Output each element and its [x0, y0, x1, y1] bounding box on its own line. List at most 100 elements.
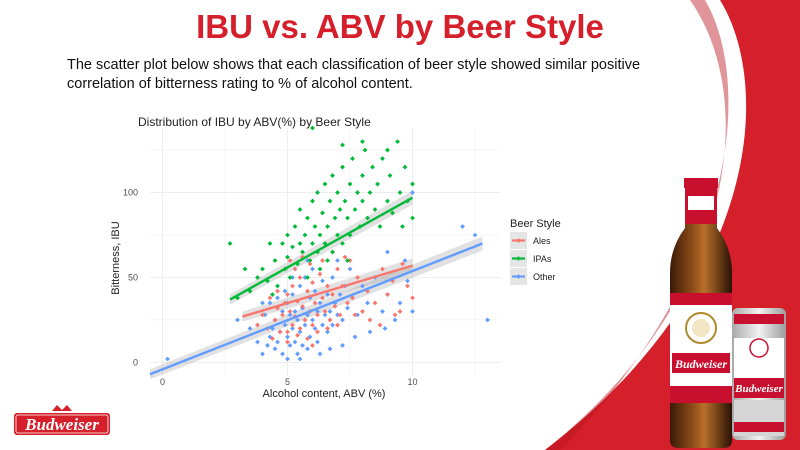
data-point — [380, 156, 385, 161]
trend-lines — [149, 196, 483, 376]
data-point — [297, 356, 303, 362]
data-point — [282, 288, 288, 294]
data-point — [310, 241, 315, 246]
data-point — [327, 317, 333, 323]
data-point — [337, 292, 343, 297]
crown-icon — [52, 405, 72, 411]
data-point — [330, 292, 335, 297]
legend-swatch-point — [516, 238, 521, 243]
data-point — [297, 275, 303, 280]
data-point — [392, 312, 398, 318]
data-point — [410, 295, 415, 301]
data-point — [380, 309, 385, 314]
data-point — [345, 305, 350, 311]
data-point — [260, 300, 265, 306]
data-point — [267, 295, 273, 301]
data-point — [355, 312, 360, 318]
y-tick-label: 50 — [128, 272, 138, 282]
data-point — [260, 312, 265, 318]
data-point — [312, 300, 318, 306]
data-point — [310, 266, 315, 272]
data-point — [315, 312, 320, 318]
data-point — [317, 266, 323, 272]
data-point — [325, 224, 330, 229]
data-point — [322, 309, 328, 314]
data-point — [310, 280, 315, 285]
data-point — [347, 266, 353, 272]
data-point — [330, 173, 335, 178]
x-tick-label: 10 — [407, 377, 417, 387]
data-point — [377, 224, 383, 229]
data-point — [305, 336, 310, 342]
data-point — [360, 283, 365, 289]
data-point — [355, 190, 360, 195]
data-point — [327, 346, 333, 352]
data-point — [235, 317, 240, 323]
data-point — [255, 322, 260, 328]
data-point — [332, 303, 338, 309]
data-point — [297, 283, 303, 289]
bottle-label: Budweiser — [674, 357, 727, 371]
data-point — [347, 181, 353, 187]
data-point — [397, 309, 403, 314]
data-point — [360, 309, 365, 314]
data-point — [385, 147, 390, 153]
data-point — [287, 343, 293, 348]
data-point — [312, 326, 318, 331]
data-point — [287, 258, 293, 263]
data-point — [335, 232, 340, 238]
data-point — [405, 278, 410, 284]
data-point — [275, 305, 280, 311]
data-point — [270, 326, 275, 331]
data-point — [342, 254, 348, 260]
legend-title: Beer Style — [510, 218, 561, 230]
data-point — [285, 292, 290, 297]
data-point — [345, 215, 350, 221]
slide-description: The scatter plot below shows that each c… — [67, 57, 641, 92]
data-point — [382, 326, 388, 331]
points-layer — [165, 125, 490, 362]
data-point — [340, 142, 345, 148]
data-point — [267, 241, 273, 246]
data-point — [300, 254, 305, 260]
data-point — [292, 266, 298, 272]
data-point — [330, 275, 335, 280]
data-point — [390, 210, 395, 216]
budweiser-logo: Budweiser — [14, 405, 110, 435]
data-point — [317, 232, 323, 238]
data-point — [285, 339, 290, 345]
data-point — [397, 300, 403, 306]
data-point — [265, 278, 270, 284]
data-point — [380, 266, 385, 272]
data-point — [322, 241, 328, 246]
data-point — [262, 312, 268, 318]
data-point — [325, 292, 330, 297]
x-tick-label: 0 — [160, 377, 165, 387]
data-point — [337, 312, 343, 318]
data-point — [280, 309, 285, 314]
data-point — [282, 322, 288, 328]
data-point — [260, 266, 265, 272]
data-point — [352, 312, 358, 318]
data-point — [302, 317, 308, 323]
data-point — [410, 215, 415, 221]
data-point — [305, 275, 310, 280]
data-point — [302, 275, 308, 280]
legend: Beer Style Ales IPAs Other — [510, 218, 561, 285]
data-point — [402, 164, 408, 170]
data-point — [285, 232, 290, 238]
data-point — [270, 292, 275, 297]
chart-title: Distribution of IBU by ABV(%) by Beer St… — [138, 115, 371, 129]
data-point — [342, 198, 348, 204]
data-point — [327, 198, 333, 204]
data-point — [290, 292, 295, 297]
legend-swatch-point — [516, 274, 521, 279]
data-point — [397, 190, 403, 195]
data-point — [327, 309, 333, 314]
data-point — [367, 190, 373, 195]
slide-title: IBU vs. ABV by Beer Style — [196, 8, 604, 45]
data-point — [305, 258, 310, 263]
